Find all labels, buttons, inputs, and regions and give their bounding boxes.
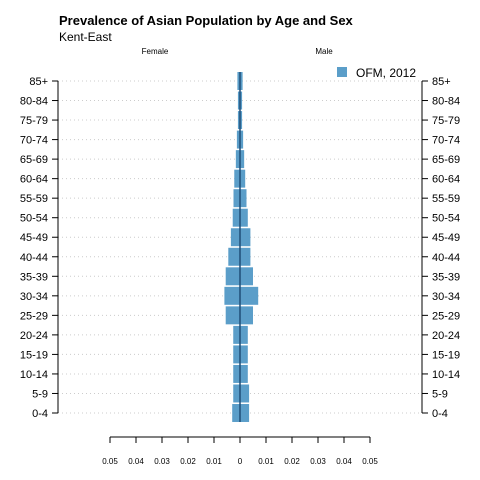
y-tick-label-left: 55-59 — [20, 193, 48, 205]
bar-male-65-69 — [240, 150, 245, 169]
x-tick-label: 0.03 — [154, 457, 170, 466]
y-tick-label-left: 65-69 — [20, 154, 48, 166]
bar-female-65-69 — [235, 150, 240, 169]
y-tick-label-right: 0-4 — [432, 408, 448, 420]
legend: OFM, 2012 — [337, 66, 416, 80]
bar-female-20-24 — [233, 325, 240, 344]
bar-female-80-84 — [237, 91, 240, 110]
y-tick-label-left: 75-79 — [20, 115, 48, 127]
y-tick-label-left: 0-4 — [32, 408, 48, 420]
y-tick-label-right: 15-19 — [432, 349, 460, 361]
y-tick-label-left: 10-14 — [20, 369, 48, 381]
y-tick-label-left: 35-39 — [20, 271, 48, 283]
bar-male-50-54 — [240, 208, 248, 227]
x-tick-label: 0.05 — [362, 457, 378, 466]
x-tick-label: 0.01 — [206, 457, 222, 466]
y-tick-label-right: 60-64 — [432, 174, 460, 186]
bar-female-75-79 — [237, 111, 240, 130]
y-tick-label-left: 80-84 — [20, 96, 48, 108]
x-tick-label: 0.02 — [180, 457, 196, 466]
y-tick-label-left: 25-29 — [20, 310, 48, 322]
bar-male-0-4 — [240, 404, 250, 422]
bar-female-40-44 — [228, 247, 240, 266]
y-tick-label-left: 85+ — [29, 76, 48, 88]
female-label: Female — [142, 47, 169, 56]
x-tick-label: 0.04 — [336, 457, 352, 466]
y-tick-label-left: 5-9 — [32, 388, 48, 400]
bar-female-0-4 — [232, 404, 240, 422]
bar-female-25-29 — [225, 306, 240, 325]
bar-male-60-64 — [240, 169, 246, 188]
bars — [224, 72, 259, 422]
bar-female-45-49 — [230, 228, 240, 247]
y-tick-label-right: 10-14 — [432, 369, 460, 381]
y-tick-label-left: 30-34 — [20, 291, 48, 303]
y-tick-label-left: 60-64 — [20, 174, 48, 186]
y-tick-label-left: 50-54 — [20, 213, 48, 225]
bar-female-70-74 — [236, 130, 240, 149]
bar-male-55-59 — [240, 189, 247, 208]
bar-female-10-14 — [233, 364, 240, 383]
gridlines — [58, 80, 422, 414]
bar-male-80-84 — [240, 91, 243, 110]
x-tick-label: 0.03 — [310, 457, 326, 466]
y-tick-label-right: 75-79 — [432, 115, 460, 127]
y-tick-label-left: 70-74 — [20, 135, 48, 147]
x-tick-label: 0 — [238, 457, 243, 466]
bar-male-75-79 — [240, 111, 243, 130]
y-tick-label-left: 20-24 — [20, 330, 48, 342]
bar-female-15-19 — [233, 345, 240, 364]
bar-male-30-34 — [240, 286, 259, 305]
bar-female-60-64 — [234, 169, 240, 188]
x-tick-label: 0.02 — [284, 457, 300, 466]
x-tick-label: 0.05 — [102, 457, 118, 466]
axes: 0-4 0-4 5-9 5-9 10-14 10-14 15-19 15-19 20-24 20-… — [20, 76, 460, 466]
y-tick-label-right: 50-54 — [432, 213, 460, 225]
bar-female-55-59 — [233, 189, 240, 208]
y-tick-label-left: 40-44 — [20, 252, 48, 264]
bar-male-15-19 — [240, 345, 248, 364]
bar-female-50-54 — [232, 208, 240, 227]
y-tick-label-right: 80-84 — [432, 96, 460, 108]
chart-title: Prevalence of Asian Population by Age an… — [59, 13, 353, 28]
y-tick-label-right: 40-44 — [432, 252, 460, 264]
bar-male-35-39 — [240, 267, 253, 286]
y-tick-label-right: 45-49 — [432, 232, 460, 244]
y-tick-label-right: 25-29 — [432, 310, 460, 322]
y-tick-label-right: 55-59 — [432, 193, 460, 205]
y-tick-label-right: 65-69 — [432, 154, 460, 166]
bar-female-30-34 — [224, 286, 240, 305]
y-tick-label-right: 85+ — [432, 76, 451, 88]
legend-label: OFM, 2012 — [356, 66, 416, 80]
bar-female-35-39 — [225, 267, 240, 286]
bar-male-20-24 — [240, 325, 248, 344]
y-tick-label-left: 45-49 — [20, 232, 48, 244]
bar-male-40-44 — [240, 247, 251, 266]
x-tick-label: 0.01 — [258, 457, 274, 466]
male-label: Male — [315, 47, 333, 56]
legend-swatch — [337, 67, 347, 77]
y-tick-label-right: 20-24 — [432, 330, 460, 342]
bar-male-5-9 — [240, 384, 250, 403]
bar-male-10-14 — [240, 364, 248, 383]
bar-female-5-9 — [233, 384, 240, 403]
x-tick-label: 0.04 — [128, 457, 144, 466]
y-tick-label-right: 5-9 — [432, 388, 448, 400]
bar-male-70-74 — [240, 130, 244, 149]
bar-male-25-29 — [240, 306, 253, 325]
bar-male-45-49 — [240, 228, 251, 247]
y-tick-label-right: 35-39 — [432, 271, 460, 283]
y-tick-label-left: 15-19 — [20, 349, 48, 361]
bar-female-85+ — [237, 72, 240, 90]
y-tick-label-right: 30-34 — [432, 291, 460, 303]
y-tick-label-right: 70-74 — [432, 135, 460, 147]
bar-male-85+ — [240, 72, 243, 90]
chart-subtitle: Kent-East — [59, 30, 112, 44]
